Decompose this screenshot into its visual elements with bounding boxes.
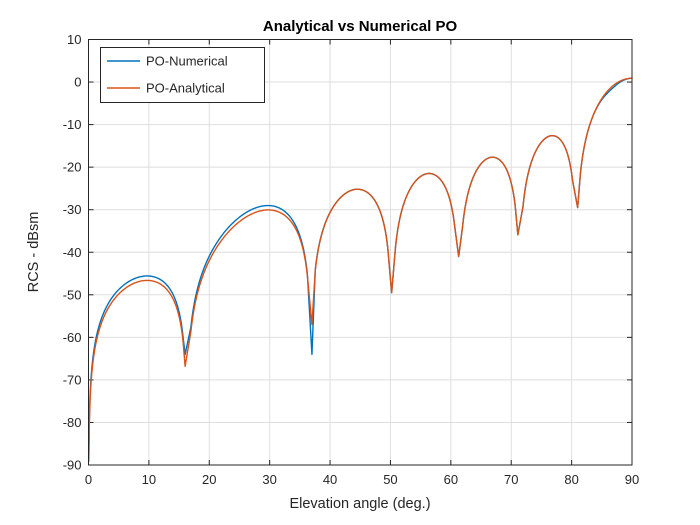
x-tick-label: 40: [323, 472, 337, 487]
y-tick-label: -50: [63, 287, 82, 302]
y-tick-label: -90: [63, 458, 82, 473]
x-tick-label: 0: [85, 472, 92, 487]
x-tick-labels: 0 10 20 30 40 50 60 70 80 90: [85, 472, 639, 487]
legend-label-po-numerical: PO-Numerical: [146, 54, 228, 69]
y-axis-label: RCS - dBsm: [26, 212, 42, 293]
legend-label-po-analytical: PO-Analytical: [146, 81, 225, 96]
x-tick-label: 50: [383, 472, 397, 487]
chart-title: Analytical vs Numerical PO: [263, 18, 458, 35]
x-axis-label: Elevation angle (deg.): [289, 496, 430, 512]
x-tick-label: 80: [564, 472, 578, 487]
x-tick-label: 90: [625, 472, 639, 487]
legend-box: [100, 47, 265, 103]
x-tick-label: 70: [504, 472, 518, 487]
x-tick-label: 60: [444, 472, 458, 487]
grid-lines: [88, 39, 632, 465]
x-tick-label: 30: [262, 472, 276, 487]
y-tick-label: -80: [63, 415, 82, 430]
po-numerical-line: [88, 77, 633, 458]
y-tick-label: -20: [63, 160, 82, 175]
y-tick-label: 0: [74, 75, 81, 90]
y-tick-label: 10: [67, 32, 81, 47]
plot-frame: [88, 39, 633, 466]
y-tick-label: -10: [63, 117, 82, 132]
y-tick-label: -70: [63, 372, 82, 387]
y-tick-labels: 10 0 -10 -20 -30 -40 -50 -60 -70 -80 -90: [63, 32, 82, 473]
x-tick-label: 10: [142, 472, 156, 487]
y-tick-label: -40: [63, 245, 82, 260]
legend: PO-Numerical PO-Analytical: [100, 47, 265, 103]
y-tick-label: -30: [63, 202, 82, 217]
po-analytical-line: [88, 77, 633, 463]
x-tick-label: 20: [202, 472, 216, 487]
y-tick-label: -60: [63, 330, 82, 345]
